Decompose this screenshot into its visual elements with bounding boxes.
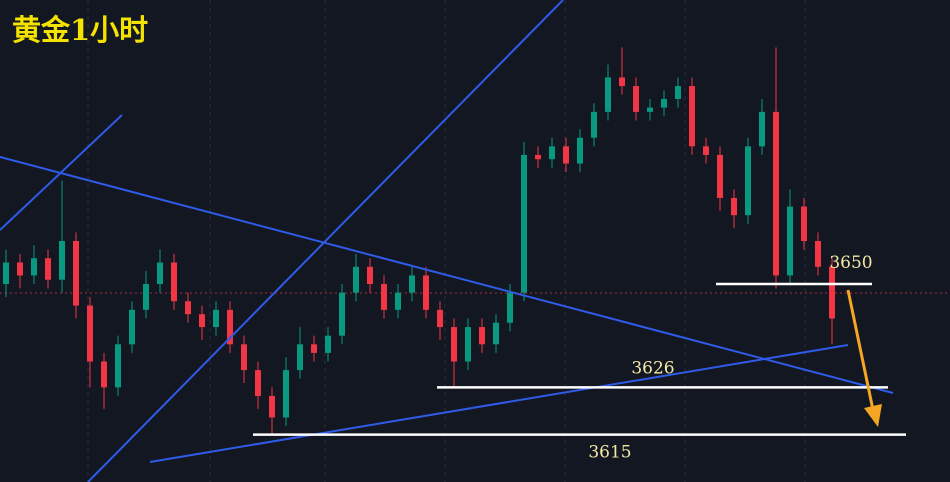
candles	[3, 47, 835, 435]
candle-body	[563, 146, 569, 164]
candle-body	[423, 275, 429, 310]
candle-body	[353, 266, 359, 293]
candle-body	[143, 284, 149, 310]
candle-body	[717, 154, 723, 198]
chart-title: 黄金1小时	[12, 13, 148, 47]
candle-body	[213, 309, 219, 328]
candle-body	[521, 154, 527, 293]
candle-body	[801, 206, 807, 241]
trend-lines	[0, 0, 894, 482]
candle-body	[171, 262, 177, 302]
candle-body	[619, 77, 625, 87]
candle-body	[661, 98, 667, 108]
candle-body	[465, 327, 471, 362]
candle-body	[115, 344, 121, 388]
candle-body	[815, 241, 821, 267]
candle-body	[45, 258, 51, 280]
candle-body	[787, 206, 793, 276]
candle-body	[395, 292, 401, 310]
candle-body	[101, 361, 107, 388]
candle-body	[269, 395, 275, 418]
candle-body	[241, 344, 247, 371]
candle-body	[437, 309, 443, 328]
candle-body	[507, 292, 513, 323]
candle-body	[339, 292, 345, 336]
candle-body	[367, 266, 373, 285]
candle-body	[283, 370, 289, 418]
candle-body	[3, 262, 9, 285]
candle-body	[199, 314, 205, 328]
candle-body	[731, 197, 737, 216]
candle-body	[829, 266, 835, 319]
candle-body	[591, 111, 597, 138]
candle-body	[493, 322, 499, 345]
candle-body	[409, 275, 415, 293]
candle-body	[59, 241, 65, 280]
candle-body	[605, 77, 611, 112]
candle-body	[479, 327, 485, 345]
candle-body	[325, 335, 331, 353]
candle-body	[255, 370, 261, 396]
candle-body	[549, 146, 555, 160]
candle-body	[227, 309, 233, 345]
levels: 3650 3626 3615	[253, 253, 906, 463]
candle-body	[381, 284, 387, 310]
arrow	[846, 289, 882, 427]
candle-body	[451, 327, 457, 362]
candle-body	[185, 301, 191, 315]
candle-body	[535, 154, 541, 160]
candle-body	[297, 344, 303, 371]
candle-body	[759, 111, 765, 147]
candle-body	[773, 111, 779, 276]
candle-body	[157, 262, 163, 285]
candle-body	[311, 344, 317, 353]
candle-body	[73, 241, 79, 306]
candle-body	[87, 305, 93, 362]
candle-body	[689, 86, 695, 147]
candle-body	[17, 262, 23, 276]
candle-body	[745, 146, 751, 216]
candle-body	[633, 86, 639, 112]
candle-body	[129, 309, 135, 345]
candle-body	[675, 86, 681, 99]
candle-body	[577, 137, 583, 164]
level-label: 3626	[631, 358, 674, 378]
level-label: 3650	[829, 253, 872, 273]
candle-body	[31, 258, 37, 276]
candle-body	[703, 146, 709, 155]
level-label: 3615	[588, 443, 631, 463]
candle-body	[647, 107, 653, 112]
